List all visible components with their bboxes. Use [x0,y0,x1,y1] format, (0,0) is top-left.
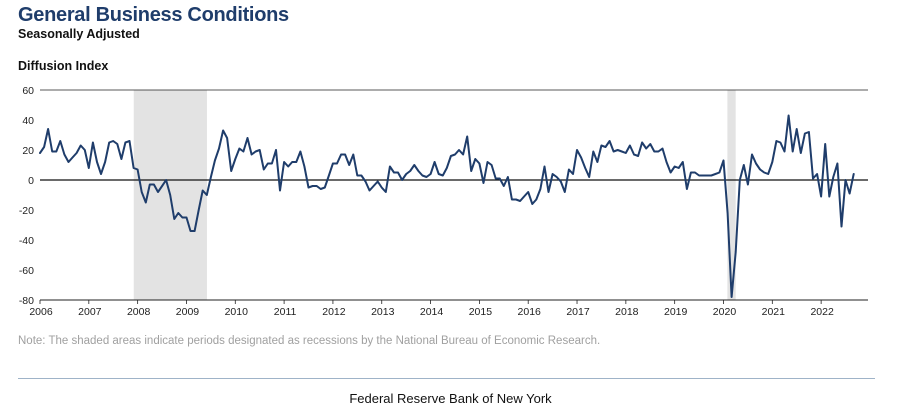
x-tick-label: 2009 [176,306,200,318]
x-tick-label: 2010 [225,306,249,318]
y-tick-labels: 60 40 20 0 -20 -40 -60 -80 [19,85,34,307]
x-tick-label: 2007 [78,306,102,318]
series-line-0 [39,114,855,298]
x-tick-label: 2013 [371,306,395,318]
recession-band-1 [727,90,736,300]
line-chart: 60 40 20 0 -20 -40 -60 -80 2006 2007 2008 2009 2010… [19,85,868,318]
x-tick-label: 2006 [29,306,53,318]
footer-divider [18,378,875,379]
footer-source: Federal Reserve Bank of New York [349,391,552,406]
x-tick-label: 2011 [274,306,297,318]
y-axis-label: Diffusion Index [18,59,109,73]
chart-subtitle: Seasonally Adjusted [18,27,140,41]
x-tick-label: 2021 [762,306,786,318]
chart-title: General Business Conditions [18,4,289,26]
y-tick-label: 60 [22,85,34,97]
y-tick-label: -40 [19,235,34,247]
y-tick-label: -20 [19,205,34,217]
x-tick-label: 2017 [566,306,590,318]
gridlines-layer [40,89,868,301]
y-tick-label: 40 [22,115,34,127]
chart-note: Note: The shaded areas indicate periods … [18,335,601,347]
x-tick-labels: 2006 2007 2008 2009 2010 2011 2012 2013 2014 2015… [29,300,834,318]
x-tick-label: 2015 [469,306,493,318]
x-tick-label: 2016 [518,306,542,318]
recession-shading-layer [133,90,736,300]
y-tick-label: -80 [19,295,34,307]
x-tick-label: 2019 [664,306,688,318]
x-tick-label: 2014 [420,306,444,318]
x-tick-label: 2012 [322,306,346,318]
x-tick-label: 2008 [127,306,151,318]
y-tick-label: 20 [22,145,34,157]
x-tick-label: 2018 [615,306,639,318]
y-tick-label: 0 [28,175,34,187]
series-layer [39,114,855,298]
x-tick-label: 2020 [713,306,737,318]
x-tick-label: 2022 [810,306,834,318]
y-tick-label: -60 [19,265,34,277]
